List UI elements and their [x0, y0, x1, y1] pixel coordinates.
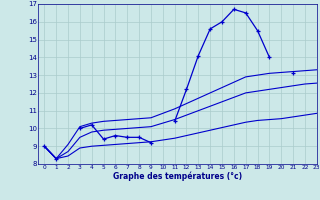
X-axis label: Graphe des températures (°c): Graphe des températures (°c) [113, 172, 242, 181]
